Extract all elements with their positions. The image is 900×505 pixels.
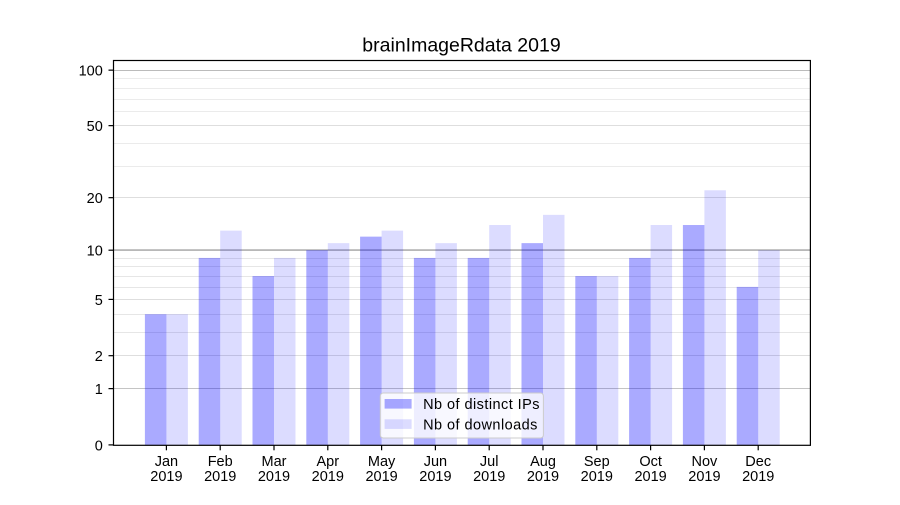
svg-text:Nov: Nov xyxy=(692,454,719,470)
svg-text:Jun: Jun xyxy=(424,454,447,470)
svg-text:Nb of downloads: Nb of downloads xyxy=(423,417,538,433)
svg-text:20: 20 xyxy=(87,191,103,207)
svg-text:Feb: Feb xyxy=(208,454,233,470)
svg-text:May: May xyxy=(368,454,396,470)
svg-text:Dec: Dec xyxy=(745,454,771,470)
svg-text:2019: 2019 xyxy=(312,469,344,485)
svg-text:2019: 2019 xyxy=(204,469,236,485)
svg-text:Aug: Aug xyxy=(530,454,556,470)
svg-text:2019: 2019 xyxy=(258,469,290,485)
svg-text:2019: 2019 xyxy=(419,469,451,485)
svg-text:50: 50 xyxy=(87,119,103,135)
svg-text:Nb of distinct IPs: Nb of distinct IPs xyxy=(423,397,540,413)
svg-text:Oct: Oct xyxy=(639,454,662,470)
svg-text:2019: 2019 xyxy=(688,469,720,485)
svg-text:brainImageRdata 2019: brainImageRdata 2019 xyxy=(362,35,560,57)
svg-text:Jan: Jan xyxy=(155,454,178,470)
svg-text:2019: 2019 xyxy=(365,469,397,485)
svg-text:2019: 2019 xyxy=(473,469,505,485)
svg-text:100: 100 xyxy=(79,64,103,80)
svg-text:Jul: Jul xyxy=(480,454,499,470)
svg-text:2019: 2019 xyxy=(581,469,613,485)
svg-text:2019: 2019 xyxy=(742,469,774,485)
svg-text:Mar: Mar xyxy=(262,454,287,470)
svg-text:Apr: Apr xyxy=(317,454,340,470)
svg-text:2019: 2019 xyxy=(150,469,182,485)
svg-text:0: 0 xyxy=(95,438,103,454)
svg-text:2019: 2019 xyxy=(527,469,559,485)
svg-text:2: 2 xyxy=(95,349,103,365)
svg-text:2019: 2019 xyxy=(634,469,666,485)
svg-text:10: 10 xyxy=(87,244,103,260)
svg-text:5: 5 xyxy=(95,293,103,309)
svg-text:Sep: Sep xyxy=(584,454,610,470)
svg-text:1: 1 xyxy=(95,382,103,398)
